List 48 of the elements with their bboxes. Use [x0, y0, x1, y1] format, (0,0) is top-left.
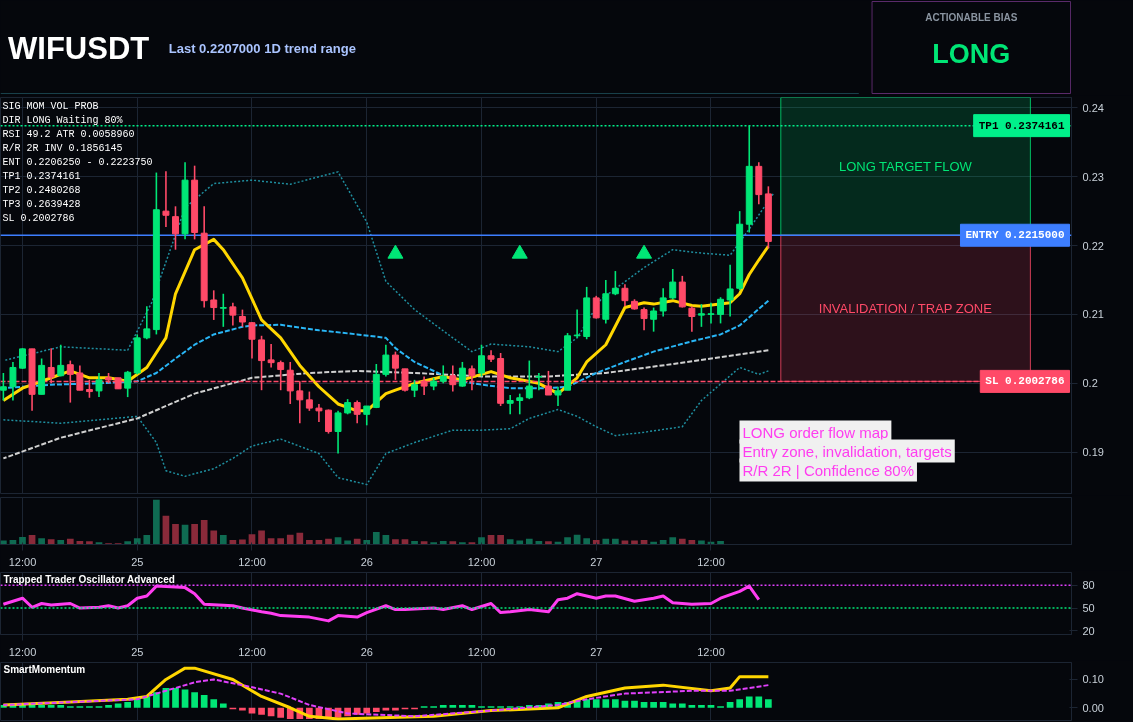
y-tick-label: 0.21 — [1082, 308, 1104, 321]
annotation: SIG MOM VOL PROB — [2, 100, 99, 112]
annotation: TP2 0.2480268 — [2, 184, 81, 196]
y-tick-label: 0.10 — [1082, 673, 1104, 686]
ref-line-label: ENTRY 0.2215000 — [965, 229, 1065, 242]
annotation: R/R 2R INV 0.1856145 — [2, 142, 123, 154]
y-tick-label: 0.23 — [1082, 170, 1104, 183]
chart-title: Trapped Trader Oscillator Advanced — [3, 573, 175, 585]
y-tick-label: 0.2 — [1082, 377, 1098, 390]
x-tick-label: 27 — [590, 645, 603, 658]
annotation: ENT 0.2206250 - 0.2223750 — [2, 156, 153, 168]
y-tick-label: 0.22 — [1082, 239, 1104, 252]
x-tick-label: 12:00 — [238, 555, 266, 568]
x-tick-label: 12:00 — [8, 555, 37, 568]
y-tick-label: 80 — [1082, 579, 1095, 592]
text: ACTIONABLE BIAS — [925, 12, 1018, 23]
y-tick-label: 0.19 — [1082, 446, 1104, 459]
x-tick-label: 12:00 — [697, 645, 725, 658]
chart-title: WIFUSDT — [8, 31, 150, 66]
x-tick-label: 25 — [131, 645, 144, 658]
x-tick-label: 25 — [131, 555, 144, 568]
annotation: RSI 49.2 ATR 0.0058960 — [2, 128, 135, 140]
chart-title: SmartMomentum — [3, 663, 86, 675]
x-tick-label: 12:00 — [8, 645, 37, 658]
chart-subtitle: Last 0.2207000 1D trend range — [168, 41, 356, 56]
x-tick-label: 12:00 — [467, 645, 496, 658]
x-tick-label: 27 — [590, 555, 603, 568]
y-tick-label: 0.00 — [1082, 701, 1104, 714]
x-tick-label: 12:00 — [467, 555, 496, 568]
x-tick-label: 12:00 — [238, 645, 266, 658]
x-tick-label: 26 — [360, 555, 373, 568]
annotation: Entry zone, invalidation, targets — [742, 442, 952, 460]
annotation: TP1 0.2374161 — [2, 170, 81, 182]
x-tick-label: 12:00 — [697, 555, 725, 568]
ref-line-label: TP1 0.2374161 — [978, 119, 1065, 132]
y-tick-label: 50 — [1082, 602, 1095, 615]
y-tick-label: 0.24 — [1082, 101, 1104, 114]
annotation: R/R 2R | Confidence 80% — [742, 461, 914, 479]
band-label: INVALIDATION / TRAP ZONE — [818, 300, 993, 316]
text: LONG — [932, 38, 1011, 69]
annotation: LONG order flow map — [742, 423, 889, 441]
band-label: LONG TARGET FLOW — [838, 158, 973, 174]
y-tick-label: 20 — [1082, 624, 1095, 637]
annotation: DIR LONG Waiting 80% — [2, 114, 123, 126]
x-tick-label: 26 — [360, 645, 373, 658]
annotation: SL 0.2002786 — [2, 212, 75, 224]
annotation: TP3 0.2639428 — [2, 198, 81, 210]
ref-line-label: SL 0.2002786 — [985, 375, 1065, 388]
